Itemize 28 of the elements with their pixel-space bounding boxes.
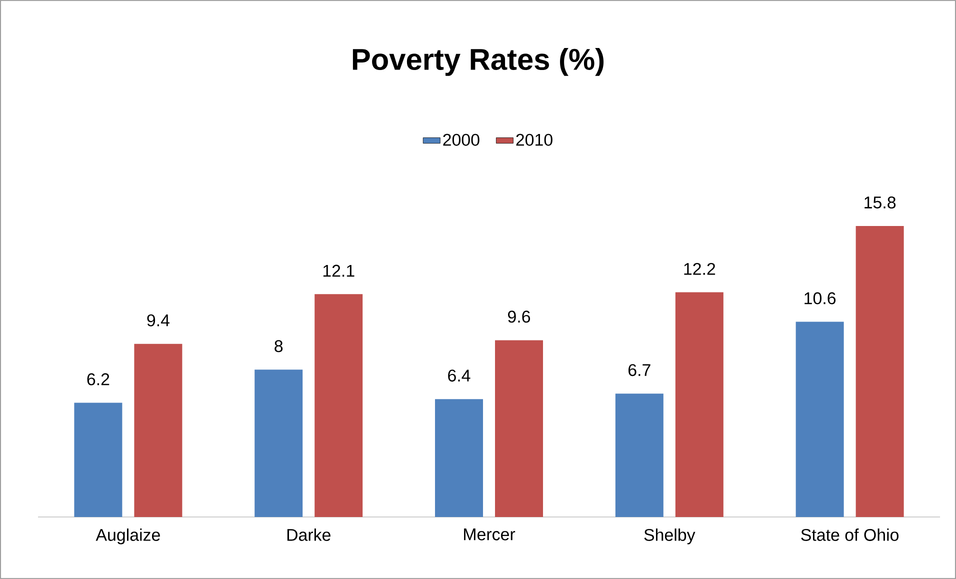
data-label: 6.2 (87, 373, 110, 386)
data-label: 6.4 (448, 370, 470, 382)
bar (254, 370, 303, 517)
x-tick-label: State of Ohio (801, 528, 899, 541)
data-label: 12.1 (323, 264, 354, 277)
bar (495, 340, 544, 517)
bar (134, 344, 182, 517)
bar (615, 394, 664, 517)
bar (314, 294, 363, 517)
x-tick-label: Shelby (644, 528, 696, 544)
data-label: 8 (274, 340, 283, 352)
bar (675, 292, 724, 517)
data-label: 6.7 (628, 364, 650, 376)
bar (856, 226, 904, 517)
x-tick-label: Darke (287, 528, 330, 541)
x-tick-label: Mercer (464, 528, 516, 540)
x-tick-label: Auglaize (96, 528, 160, 544)
data-label: 12.2 (684, 262, 716, 275)
data-label: 9.6 (508, 310, 530, 323)
legend-label: 2010 (516, 134, 552, 146)
legend-label: 2000 (443, 134, 480, 146)
data-label: 9.4 (147, 314, 170, 326)
bar (435, 399, 484, 517)
bar (796, 322, 844, 517)
data-label: 15.8 (864, 196, 896, 208)
data-label: 10.6 (804, 292, 836, 304)
bar (74, 402, 122, 517)
chart-title: Poverty Rates (%) (352, 48, 604, 76)
